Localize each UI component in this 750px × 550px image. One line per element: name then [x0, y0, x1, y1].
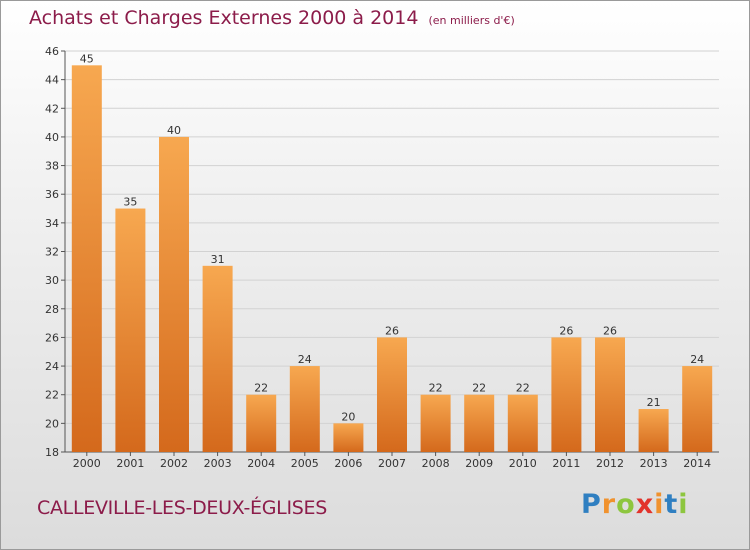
x-tick-label-2010: 2010 — [509, 457, 537, 470]
data-label-2011: 26 — [559, 324, 573, 337]
x-tick-label-2005: 2005 — [291, 457, 319, 470]
labels: 18 20 22 24 26 28 30 32 34 36 38 40 42 44 46 45 2000 35 20… — [45, 45, 711, 470]
data-label-2010: 22 — [516, 382, 530, 395]
y-tick-label-38: 38 — [45, 160, 59, 173]
bar-2009 — [464, 394, 495, 452]
x-tick-label-2009: 2009 — [465, 457, 493, 470]
bar-2013 — [638, 409, 669, 452]
y-tick-label-30: 30 — [45, 274, 59, 287]
y-tick-label-44: 44 — [45, 74, 59, 87]
bar-2001 — [115, 208, 146, 452]
bar-2005 — [289, 366, 320, 452]
y-tick-label-34: 34 — [45, 217, 59, 230]
x-tick-label-2004: 2004 — [247, 457, 275, 470]
x-tick-label-2008: 2008 — [422, 457, 450, 470]
bar-2011 — [551, 337, 582, 452]
data-label-2013: 21 — [647, 396, 661, 409]
bar-2012 — [595, 337, 625, 452]
x-tick-label-2011: 2011 — [552, 457, 580, 470]
x-tick-label-2002: 2002 — [160, 457, 188, 470]
x-tick-label-2014: 2014 — [683, 457, 711, 470]
data-label-2003: 31 — [211, 253, 225, 266]
y-tick-label-24: 24 — [45, 360, 59, 373]
chart-title-text: Achats et Charges Externes 2000 à 2014 — [29, 7, 419, 29]
data-label-2002: 40 — [167, 124, 181, 137]
x-tick-label-2003: 2003 — [204, 457, 232, 470]
data-label-2006: 20 — [341, 410, 355, 423]
data-label-2009: 22 — [472, 382, 486, 395]
y-tick-label-42: 42 — [45, 102, 59, 115]
y-tick-label-46: 46 — [45, 45, 59, 58]
data-label-2005: 24 — [298, 353, 312, 366]
y-tick-label-36: 36 — [45, 188, 59, 201]
logo-letter: o — [616, 489, 636, 520]
bar-2007 — [377, 337, 407, 452]
x-tick-label-2012: 2012 — [596, 457, 624, 470]
data-label-2012: 26 — [603, 324, 617, 337]
bar-2004 — [246, 394, 277, 452]
y-tick-label-22: 22 — [45, 389, 59, 402]
x-tick-label-2001: 2001 — [116, 457, 144, 470]
chart-title: Achats et Charges Externes 2000 à 2014 (e… — [29, 7, 515, 29]
y-tick-label-18: 18 — [45, 446, 59, 459]
data-label-2000: 45 — [80, 52, 94, 65]
bar-2000 — [71, 65, 102, 453]
data-label-2001: 35 — [123, 196, 137, 209]
bars — [71, 65, 713, 453]
y-tick-label-26: 26 — [45, 331, 59, 344]
bar-2006 — [333, 423, 364, 452]
bar-2014 — [682, 366, 713, 452]
y-tick-label-20: 20 — [45, 417, 59, 430]
x-tick-label-2007: 2007 — [378, 457, 406, 470]
x-tick-label-2013: 2013 — [640, 457, 668, 470]
logo-letter: P — [581, 489, 602, 520]
data-label-2008: 22 — [429, 382, 443, 395]
logo-letter: t — [664, 489, 679, 520]
logo-letter: i — [654, 489, 665, 520]
commune-name: CALLEVILLE-LES-DEUX-ÉGLISES — [37, 497, 327, 519]
bar-2002 — [159, 136, 189, 452]
y-tick-label-40: 40 — [45, 131, 59, 144]
y-tick-label-28: 28 — [45, 303, 59, 316]
x-tick-label-2006: 2006 — [334, 457, 362, 470]
bar-2008 — [420, 394, 451, 452]
logo-letter: x — [635, 489, 655, 520]
logo-letter: r — [601, 489, 617, 520]
data-label-2004: 22 — [254, 382, 268, 395]
bar-2003 — [202, 265, 233, 452]
data-label-2014: 24 — [690, 353, 704, 366]
logo-letter: i — [678, 489, 689, 520]
chart-unit: (en milliers d'€) — [428, 14, 515, 27]
x-tick-label-2000: 2000 — [73, 457, 101, 470]
data-label-2007: 26 — [385, 324, 399, 337]
proxiti-logo: Proxiti — [581, 489, 689, 520]
y-tick-label-32: 32 — [45, 246, 59, 259]
bar-2010 — [507, 394, 538, 452]
